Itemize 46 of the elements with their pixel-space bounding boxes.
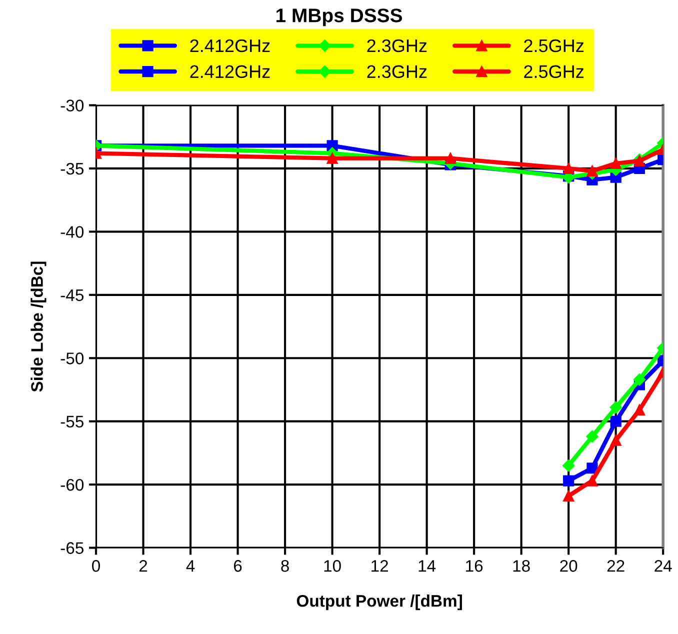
y-tick-label: -55 — [60, 416, 84, 428]
x-tick-label: 16 — [466, 560, 483, 572]
point — [563, 475, 574, 486]
legend-label: 2.5GHz — [524, 39, 584, 52]
point — [563, 490, 574, 502]
y-tick-label: -40 — [60, 226, 84, 238]
x-tick-label: 12 — [372, 560, 388, 572]
y-tick-label: -45 — [60, 289, 84, 302]
x-tick-label: 22 — [607, 560, 624, 572]
x-tick-label: 20 — [560, 560, 578, 572]
x-tick-label: 6 — [234, 560, 242, 572]
point — [326, 152, 338, 164]
x-tick-label: 0 — [92, 560, 100, 572]
x-tick-label: 10 — [324, 560, 341, 572]
y-tick-label: -30 — [60, 100, 84, 112]
x-tick-label: 4 — [186, 560, 195, 572]
point — [610, 401, 622, 414]
point — [610, 416, 622, 427]
point — [444, 152, 456, 164]
chart-title: 1 MBps DSSS — [276, 8, 402, 26]
y-tick-label: -50 — [60, 352, 84, 364]
legend-label: 2.3GHz — [367, 39, 427, 52]
point — [563, 162, 574, 174]
point — [562, 459, 575, 472]
legend-label: 2.412GHz — [190, 65, 270, 78]
point — [633, 374, 646, 386]
legend-label: 2.412GHz — [190, 39, 270, 52]
x-tick-label: 2 — [139, 560, 148, 572]
point — [586, 475, 598, 486]
point — [586, 430, 598, 443]
point — [610, 434, 622, 446]
y-axis-title: Side Lobe /[dBc] — [30, 262, 46, 392]
y-tick-label: -65 — [60, 542, 84, 554]
y-tick-label: -60 — [60, 478, 84, 491]
x-tick-label: 18 — [513, 560, 530, 572]
point — [586, 462, 598, 474]
x-tick-label: 8 — [281, 560, 289, 572]
y-tick-label: -35 — [60, 162, 84, 175]
x-tick-label: 24 — [654, 560, 672, 572]
x-tick-label: 14 — [418, 560, 436, 572]
x-axis-title: Output Power /[dBm] — [296, 594, 462, 610]
legend-label: 2.5GHz — [524, 65, 584, 78]
point — [634, 404, 646, 416]
point — [610, 158, 622, 169]
legend-label: 2.3GHz — [367, 65, 427, 78]
point — [586, 165, 598, 177]
